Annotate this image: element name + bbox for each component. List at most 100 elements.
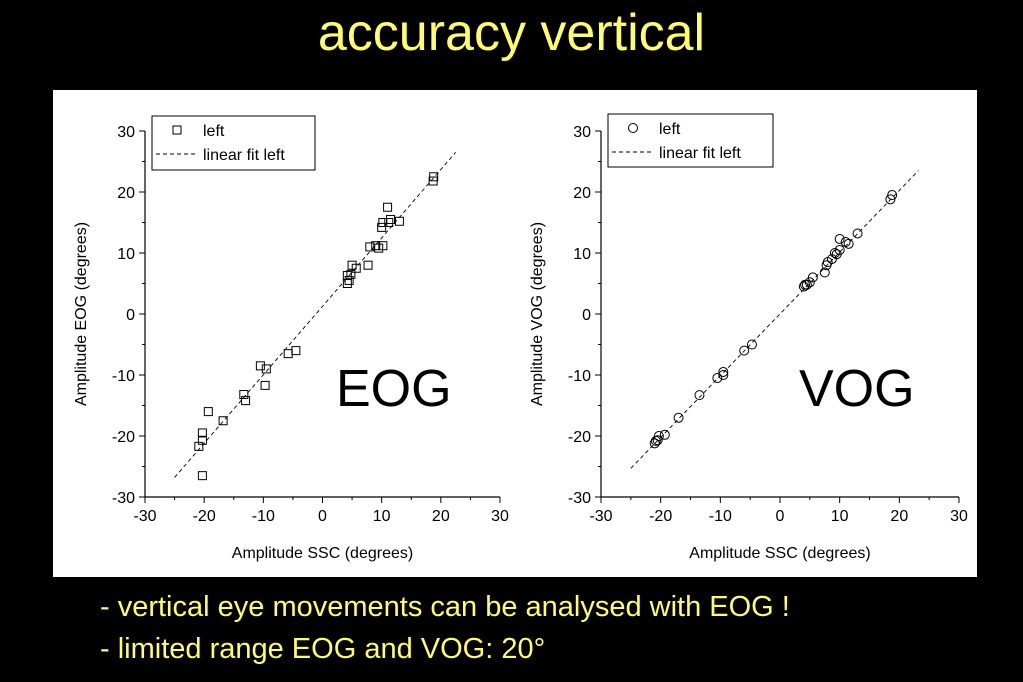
x-tick-label: 10: [831, 508, 849, 525]
x-tick-label: -30: [133, 508, 156, 525]
data-point: [344, 275, 354, 285]
data-point: [829, 248, 840, 258]
data-point: [885, 194, 896, 205]
data-point: [261, 364, 271, 374]
y-tick-label: -20: [568, 429, 591, 446]
y-tick-label: 10: [573, 246, 591, 263]
chart-annotation: EOG: [336, 360, 452, 418]
data-point: [852, 228, 863, 239]
chart-eog: -30 -20 -10 0 10 20 30 30 20 10 0 -10 -20 -30 Amplitud…: [73, 115, 509, 562]
data-point: [197, 471, 207, 481]
legend-label: linear fit left: [659, 145, 741, 162]
x-axis-label: Amplitude SSC (degrees): [689, 545, 870, 562]
data-point: [659, 429, 670, 440]
data-point: [241, 396, 251, 406]
chart-annotation: VOG: [799, 360, 915, 418]
data-point: [291, 346, 301, 356]
data-point: [386, 214, 396, 224]
y-axis-label: Amplitude EOG (degrees): [73, 222, 90, 406]
data-point: [197, 428, 207, 438]
data-point: [218, 416, 228, 426]
y-tick-label: -10: [568, 368, 591, 385]
data-point: [712, 373, 723, 384]
data-point: [363, 260, 373, 270]
data-point: [283, 349, 293, 359]
y-tick-label: 30: [573, 124, 591, 141]
data-point: [843, 238, 854, 249]
data-point: [260, 380, 270, 390]
legend-box: [151, 115, 316, 171]
data-point: [800, 279, 811, 290]
data-point: [365, 242, 375, 252]
x-tick-label: -20: [649, 508, 672, 525]
charts-svg: -30 -20 -10 0 10 20 30 30 20 10 0 -10 -20 -30 Amplitud…: [73, 113, 968, 562]
data-point: [694, 390, 705, 401]
x-tick-label: -20: [193, 508, 216, 525]
x-tick-label: 20: [432, 508, 450, 525]
data-point: [347, 260, 357, 270]
data-point: [203, 407, 213, 417]
y-tick-label: -20: [112, 429, 135, 446]
x-tick-label: 20: [890, 508, 908, 525]
data-point: [371, 241, 381, 251]
data-point: [383, 202, 393, 212]
chart-panel: -30 -20 -10 0 10 20 30 30 20 10 0 -10 -20 -30 Amplitud…: [53, 90, 977, 577]
x-tick-label: -10: [709, 508, 732, 525]
y-tick-label: 20: [573, 185, 591, 202]
y-tick-label: 10: [117, 246, 135, 263]
y-tick-label: 0: [582, 307, 591, 324]
data-point: [718, 370, 729, 380]
y-tick-label: 30: [117, 124, 135, 141]
data-point: [821, 260, 832, 271]
data-point: [653, 431, 664, 441]
x-tick-label: 0: [776, 508, 785, 525]
legend-label: left: [659, 121, 681, 138]
fit-line: [174, 152, 456, 478]
fit-line: [630, 170, 919, 469]
bullet-item: - vertical eye movements can be analysed…: [100, 591, 790, 623]
data-point: [650, 435, 661, 446]
data-point: [255, 361, 265, 371]
y-axis-label: Amplitude VOG (degrees): [529, 222, 546, 406]
data-point: [834, 233, 845, 244]
data-point: [342, 271, 352, 281]
y-tick-label: -30: [568, 490, 591, 507]
data-point: [194, 441, 204, 451]
legend-square-marker: [172, 125, 182, 135]
x-tick-label: 10: [373, 508, 391, 525]
data-point: [384, 218, 394, 227]
data-point: [746, 339, 757, 350]
bullet-item: - limited range EOG and VOG: 20°: [100, 633, 546, 665]
x-tick-label: -30: [589, 508, 612, 525]
x-axis-label: Amplitude SSC (degrees): [232, 545, 413, 562]
y-tick-label: 0: [126, 307, 135, 324]
data-point: [819, 267, 830, 278]
chart-vog: -30 -20 -10 0 10 20 30 30 20 10 0 -10 -20 -30 Amplitud…: [529, 113, 968, 562]
bullet-list: - vertical eye movements can be analysed…: [100, 586, 790, 670]
legend-label: left: [203, 123, 225, 140]
data-point: [394, 216, 404, 226]
legend-label: linear fit left: [203, 147, 285, 164]
legend: left linear fit left: [151, 115, 316, 171]
y-tick-label: -10: [112, 368, 135, 385]
legend-box: [607, 113, 774, 168]
x-tick-label: -10: [252, 508, 275, 525]
legend: left linear fit left: [607, 113, 774, 168]
data-point: [428, 176, 438, 186]
data-point: [377, 222, 387, 232]
data-point: [239, 390, 249, 400]
x-tick-label: 30: [950, 508, 968, 525]
data-point: [739, 345, 750, 356]
data-point: [374, 243, 384, 253]
legend-circle-marker: [628, 123, 638, 133]
data-point: [378, 218, 388, 227]
y-tick-label: -30: [112, 490, 135, 507]
data-point: [673, 412, 684, 423]
data-point: [840, 237, 851, 248]
data-point: [649, 438, 660, 449]
data-point: [887, 190, 898, 201]
y-tick-label: 20: [117, 185, 135, 202]
data-point: [807, 272, 818, 283]
data-point: [798, 281, 809, 292]
x-tick-label: 30: [491, 508, 509, 525]
